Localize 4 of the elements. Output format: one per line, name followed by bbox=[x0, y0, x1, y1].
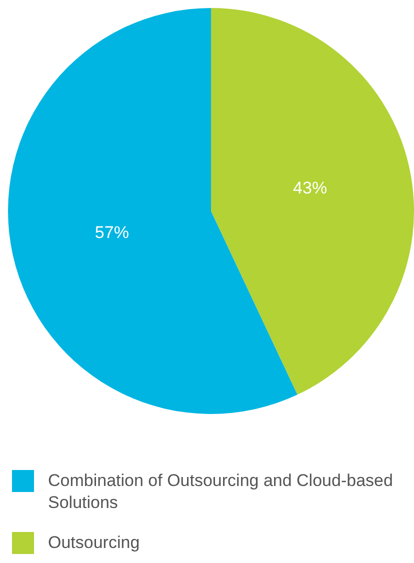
legend-label: Outsourcing bbox=[48, 532, 140, 554]
legend-label: Combination of Outsourcing and Cloud-based Solutions bbox=[48, 470, 394, 514]
data-label: 43% bbox=[293, 178, 328, 198]
data-label: 57% bbox=[94, 222, 129, 242]
